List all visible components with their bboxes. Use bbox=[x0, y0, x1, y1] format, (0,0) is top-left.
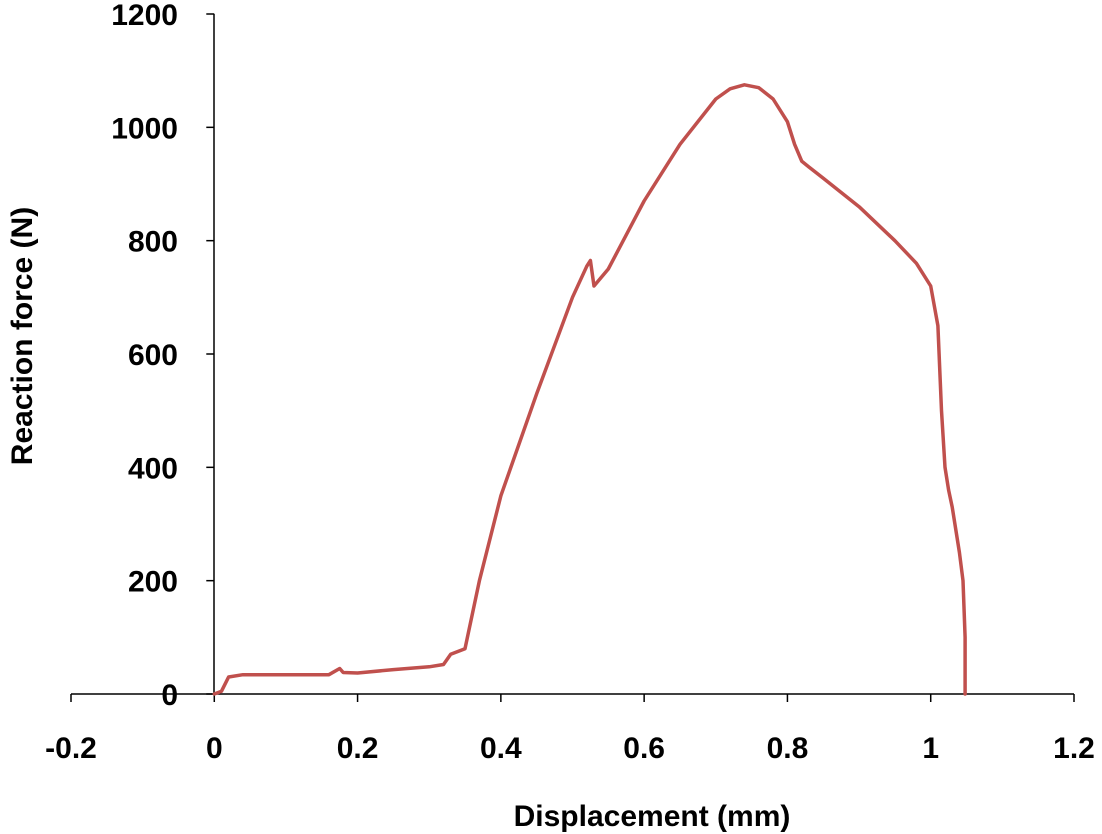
y-tick-label: 200 bbox=[128, 566, 178, 599]
series bbox=[212, 83, 967, 696]
x-tick-label: 1 bbox=[922, 732, 939, 765]
series-line bbox=[212, 83, 967, 696]
x-tick-label: 1.2 bbox=[1053, 732, 1095, 765]
x-tick-label: 0.6 bbox=[623, 732, 665, 765]
y-tick-label: 600 bbox=[128, 339, 178, 372]
y-axis-title: Reaction force (N) bbox=[6, 207, 39, 465]
x-ticks: -0.2 0 0.2 0.4 0.6 0.8 1 1.2 bbox=[45, 694, 1095, 765]
x-tick-label: 0.2 bbox=[337, 732, 379, 765]
x-tick-label: -0.2 bbox=[45, 732, 97, 765]
y-tick-label: 0 bbox=[161, 679, 178, 712]
x-tick-label: 0.8 bbox=[767, 732, 809, 765]
y-tick-label: 1000 bbox=[111, 112, 178, 145]
x-axis-title: Displacement (mm) bbox=[514, 800, 791, 833]
x-tick-label: 0.4 bbox=[480, 732, 522, 765]
y-tick-label: 1200 bbox=[111, 0, 178, 32]
y-tick-label: 800 bbox=[128, 226, 178, 259]
axes bbox=[71, 14, 1074, 695]
x-tick-label: 0 bbox=[206, 732, 223, 765]
y-tick-label: 400 bbox=[128, 452, 178, 485]
y-ticks: 0 200 400 600 800 1000 1200 bbox=[111, 0, 215, 712]
